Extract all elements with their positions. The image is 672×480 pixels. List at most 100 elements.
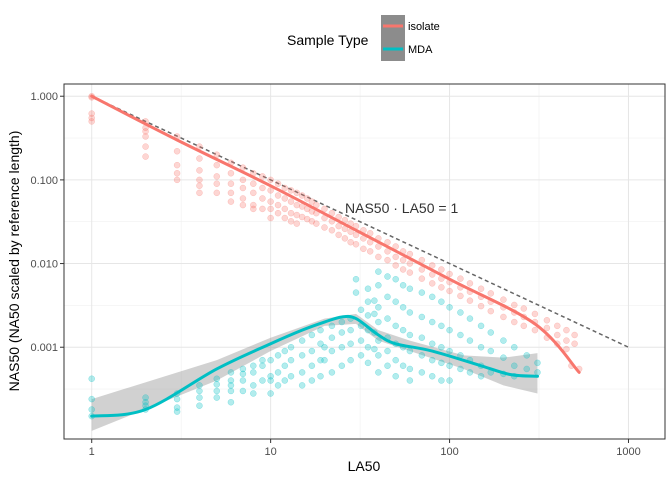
isolate-point [406, 269, 414, 276]
mda-point [466, 369, 474, 376]
mda-point [364, 285, 372, 292]
isolate-point [239, 184, 247, 192]
mda-point [196, 402, 203, 409]
mda-point [428, 340, 436, 348]
mda-point [466, 315, 474, 322]
mda-point [281, 347, 289, 355]
isolate-point [227, 170, 235, 177]
isolate-point [563, 337, 570, 344]
mda-point [227, 377, 235, 384]
mda-point [384, 315, 391, 322]
isolate-point [543, 317, 551, 324]
mda-point [250, 382, 257, 389]
x-axis: 1 10 100 1000 [89, 439, 641, 458]
mda-point [406, 285, 414, 292]
mda-point [239, 377, 247, 384]
mda-point [446, 347, 453, 355]
mda-point [88, 395, 95, 403]
isolate-point [239, 201, 247, 209]
isolate-point [335, 222, 342, 230]
isolate-point [227, 198, 235, 205]
isolate-point [274, 209, 282, 217]
mda-point [457, 331, 464, 339]
mda-point [392, 356, 399, 364]
mda-point [281, 377, 289, 384]
mda-point [392, 372, 399, 380]
isolate-point [259, 205, 266, 213]
mda-point [317, 326, 324, 334]
isolate-point [520, 322, 528, 330]
isolate-point [308, 198, 316, 205]
isolate-point [142, 153, 149, 160]
isolate-point [239, 195, 247, 202]
isolate-point [173, 147, 181, 155]
mda-point [375, 268, 382, 275]
isolate-point [250, 205, 257, 213]
mda-point [392, 275, 399, 283]
isolate-point [543, 324, 551, 332]
isolate-point [313, 220, 320, 227]
mda-point [274, 369, 282, 376]
mda-point [259, 356, 266, 364]
isolate-point [142, 143, 149, 150]
isolate-point [321, 224, 328, 231]
isolate-point [293, 189, 301, 197]
mda-point [338, 318, 346, 326]
mda-point [399, 362, 407, 370]
isolate-point [328, 227, 336, 234]
mda-point [406, 347, 414, 355]
mda-point [418, 352, 426, 359]
mda-point [239, 370, 247, 378]
isolate-smooth-line [90, 94, 581, 374]
mda-point [399, 304, 407, 311]
mda-point [239, 387, 247, 395]
isolate-point [392, 262, 399, 269]
mda-point [428, 356, 436, 364]
isolate-point [335, 231, 342, 239]
isolate-point [274, 201, 282, 209]
mda-point [375, 318, 382, 326]
mda-point [487, 329, 495, 336]
mda-point [438, 359, 445, 367]
mda-point [173, 395, 181, 403]
mda-point [308, 331, 316, 339]
mda-point [406, 331, 414, 339]
isolate-point [281, 214, 289, 222]
mda-point [347, 340, 354, 348]
isolate-point [303, 195, 311, 202]
isolate-point [511, 318, 518, 326]
isolate-point [428, 262, 436, 269]
isolate-point [293, 220, 301, 227]
mda-point [438, 298, 445, 305]
mda-point [375, 282, 382, 289]
mda-point [250, 369, 257, 376]
mda-point [428, 318, 436, 326]
y-tick-label: 0.001 [30, 342, 58, 354]
mda-point [88, 375, 95, 382]
mda-point [274, 352, 282, 359]
smooth-lines [90, 94, 581, 418]
mda-point [227, 369, 235, 376]
isolate-point [267, 198, 274, 205]
mda-point [523, 365, 530, 373]
mda-point [392, 322, 399, 330]
mda-point [142, 394, 149, 401]
isolate-point [298, 192, 306, 199]
mda-point [259, 362, 266, 370]
x-tick-label: 1000 [616, 446, 640, 458]
mda-point [375, 352, 382, 359]
mda-point [213, 387, 221, 395]
mda-point [321, 343, 328, 351]
mda-point [287, 343, 295, 351]
isolate-point [88, 118, 95, 125]
mda-point [523, 352, 530, 359]
mda-point [267, 372, 274, 380]
isolate-point [196, 155, 203, 162]
isolate-point [341, 235, 349, 242]
mda-point [418, 289, 426, 296]
isolate-point [446, 270, 453, 278]
mda-point [438, 377, 445, 384]
mda-point [399, 282, 407, 289]
isolate-point [213, 189, 221, 197]
reference-dashed-line [91, 95, 629, 348]
